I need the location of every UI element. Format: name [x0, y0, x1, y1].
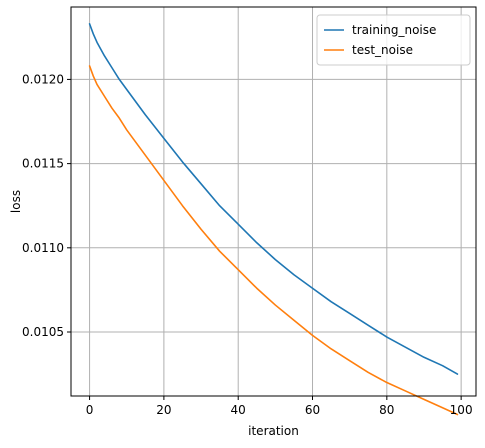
series-line-training-noise	[90, 24, 458, 374]
y-axis-label: loss	[9, 190, 23, 213]
y-tick-label: 0.0120	[22, 72, 64, 86]
x-axis-label: iteration	[248, 424, 299, 438]
x-tick-label: 60	[305, 403, 320, 417]
legend-label-training-noise: training_noise	[352, 23, 436, 37]
x-tick-label: 100	[450, 403, 473, 417]
legend-label-test-noise: test_noise	[352, 43, 413, 57]
series-line-test-noise	[90, 66, 458, 415]
y-tick-label: 0.0115	[22, 157, 64, 171]
x-tick-label: 20	[156, 403, 171, 417]
series-lines	[90, 24, 458, 415]
x-tick-label: 80	[379, 403, 394, 417]
y-tick-label: 0.0110	[22, 241, 64, 255]
y-tick-label: 0.0105	[22, 325, 64, 339]
legend: training_noise test_noise	[317, 15, 470, 65]
x-tick-label: 0	[86, 403, 94, 417]
x-tick-label: 40	[231, 403, 246, 417]
